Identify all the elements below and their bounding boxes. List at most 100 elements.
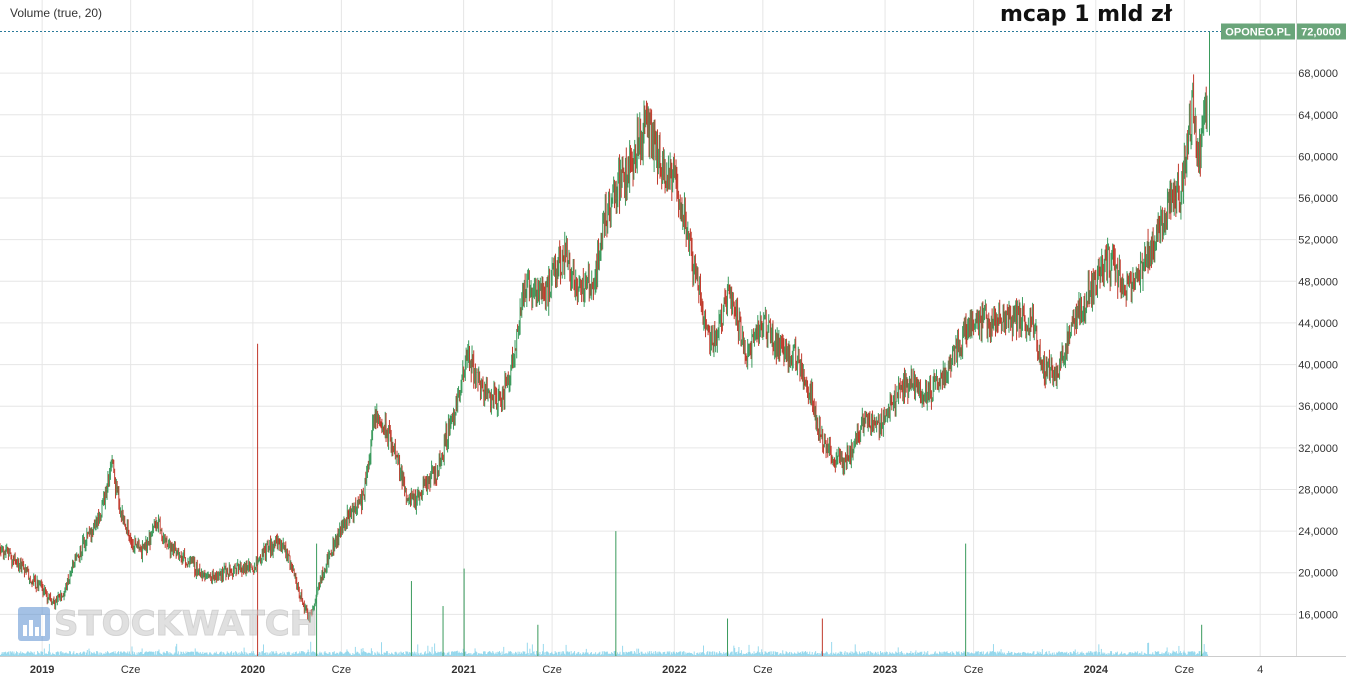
volume-bar	[22, 652, 24, 656]
volume-bar	[149, 651, 151, 656]
volume-bar	[1111, 654, 1113, 656]
volume-bar	[428, 653, 430, 656]
volume-bar	[653, 651, 655, 656]
volume-bar	[1153, 654, 1155, 656]
volume-bar	[733, 645, 735, 656]
volume-bar	[674, 652, 676, 656]
volume-bar	[1062, 651, 1064, 656]
volume-bar	[83, 651, 85, 656]
volume-bar	[1199, 651, 1201, 656]
volume-bar	[466, 653, 468, 656]
volume-bar	[354, 654, 356, 656]
volume-bar	[484, 651, 486, 656]
volume-bar	[465, 651, 467, 656]
ticker-badge	[1221, 23, 1295, 40]
volume-bar	[736, 654, 738, 656]
volume-bar	[436, 652, 438, 656]
volume-bar	[178, 654, 180, 656]
volume-bar	[444, 652, 446, 656]
volume-bar	[806, 651, 808, 656]
volume-bar	[429, 652, 431, 656]
x-tick-label: 2024	[1084, 664, 1109, 676]
y-tick-label: 20,0000	[1298, 568, 1338, 580]
volume-bar	[505, 652, 507, 656]
volume-bar	[647, 651, 649, 656]
volume-bar	[568, 651, 570, 656]
volume-bar	[957, 652, 959, 656]
volume-indicator-label[interactable]: Volume (true, 20)	[10, 6, 103, 20]
volume-bar	[1198, 651, 1200, 656]
volume-bar	[338, 652, 340, 656]
volume-bar	[690, 652, 692, 656]
volume-bar	[700, 652, 702, 656]
volume-bar	[361, 652, 363, 656]
volume-bar	[170, 653, 172, 656]
volume-bar	[843, 652, 845, 656]
volume-bar	[822, 653, 824, 656]
volume-bar	[749, 651, 751, 656]
volume-bar	[239, 652, 241, 656]
volume-bar	[613, 651, 615, 656]
volume-bar	[1183, 650, 1185, 656]
volume-bar	[158, 649, 160, 656]
volume-bar	[518, 653, 520, 656]
volume-bar	[812, 654, 814, 656]
volume-bar	[150, 651, 152, 656]
volume-bar	[475, 651, 477, 656]
volume-bar	[923, 651, 925, 656]
volume-bar	[464, 651, 466, 656]
volume-bar	[880, 653, 882, 656]
volume-bar	[193, 654, 195, 656]
volume-bar	[551, 651, 553, 656]
volume-bar	[1202, 652, 1204, 656]
volume-bar	[1008, 652, 1010, 656]
volume-bar	[677, 652, 679, 656]
volume-bar	[1122, 653, 1124, 656]
volume-bar	[216, 653, 218, 656]
volume-bar	[929, 654, 931, 656]
volume-bar	[449, 654, 451, 656]
volume-bar	[29, 652, 31, 656]
volume-bar	[1019, 652, 1021, 656]
volume-bar	[13, 651, 15, 656]
volume-bar	[402, 652, 404, 656]
volume-bar	[1131, 653, 1133, 656]
volume-bar	[1103, 653, 1105, 656]
volume-bar	[225, 654, 227, 656]
volume-bar	[249, 652, 251, 656]
volume-bar	[1143, 652, 1145, 656]
volume-bar	[240, 653, 242, 656]
volume-bar	[339, 651, 341, 656]
volume-bar	[85, 654, 87, 656]
volume-bar	[233, 652, 235, 656]
volume-bar	[102, 653, 104, 656]
volume-bar	[112, 652, 114, 656]
volume-bar	[581, 654, 583, 656]
volume-bar	[1180, 651, 1182, 656]
volume-bar	[237, 652, 239, 656]
volume-bar	[183, 653, 185, 656]
volume-bar	[209, 652, 211, 656]
volume-bar	[1092, 651, 1094, 656]
volume-bar	[573, 652, 575, 656]
volume-bar	[803, 653, 805, 656]
volume-bar	[641, 651, 643, 656]
volume-bar	[975, 651, 977, 656]
volume-bar	[1033, 651, 1035, 656]
volume-bar	[1135, 652, 1137, 656]
volume-bar	[515, 652, 517, 656]
volume-bar	[549, 653, 551, 656]
volume-bar	[1004, 654, 1006, 656]
volume-bar	[1172, 650, 1174, 656]
volume-bar	[1050, 653, 1052, 656]
volume-bar	[1048, 651, 1050, 656]
x-tick-label: 2020	[241, 664, 265, 676]
volume-bar	[672, 651, 674, 656]
volume-bar	[1035, 653, 1037, 656]
volume-bar	[810, 654, 812, 656]
volume-bar	[895, 651, 897, 656]
x-axis: 2019 Cze 2020 Cze 2021 Cze 2022 Cze 2023 Cze 2024 C…	[0, 656, 1346, 676]
volume-bar	[525, 653, 527, 656]
volume-bar	[1090, 651, 1092, 656]
volume-bar	[921, 651, 923, 656]
